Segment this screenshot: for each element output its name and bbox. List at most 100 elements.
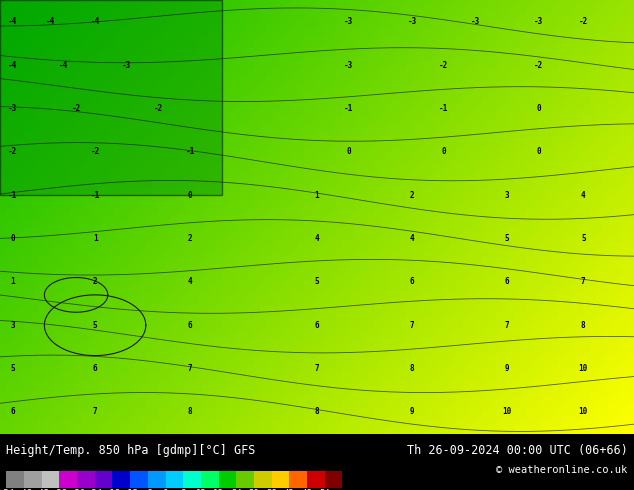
Text: -2: -2 [154, 104, 163, 113]
Bar [94, 471, 112, 489]
Text: -12: -12 [122, 489, 138, 490]
Text: 3: 3 [10, 321, 15, 330]
Bar [254, 471, 271, 489]
Text: 18: 18 [213, 489, 224, 490]
Text: -3: -3 [8, 104, 17, 113]
Bar [112, 471, 130, 489]
Text: -3: -3 [344, 17, 353, 26]
Text: 6: 6 [10, 408, 15, 416]
Text: 48: 48 [302, 489, 313, 490]
Text: 3: 3 [505, 191, 510, 199]
Text: -3: -3 [408, 17, 417, 26]
Bar [271, 471, 289, 489]
Text: -38: -38 [51, 489, 67, 490]
Text: 8: 8 [181, 489, 186, 490]
Text: 1: 1 [93, 234, 98, 243]
Bar [236, 471, 254, 489]
Text: -3: -3 [122, 61, 131, 70]
Text: -1: -1 [439, 104, 448, 113]
Bar [289, 471, 307, 489]
Text: 42: 42 [284, 489, 295, 490]
Text: Height/Temp. 850 hPa [gdmp][°C] GFS: Height/Temp. 850 hPa [gdmp][°C] GFS [6, 444, 256, 457]
Text: 0: 0 [346, 147, 351, 156]
Text: 1: 1 [10, 277, 15, 286]
Text: 10: 10 [579, 408, 588, 416]
Text: -2: -2 [439, 61, 448, 70]
Text: -2: -2 [579, 17, 588, 26]
Text: 7: 7 [410, 321, 415, 330]
Text: 4: 4 [581, 191, 586, 199]
Text: 5: 5 [581, 234, 586, 243]
Text: 12: 12 [195, 489, 206, 490]
Text: 9: 9 [410, 408, 415, 416]
Text: -42: -42 [34, 489, 50, 490]
Text: -4: -4 [8, 17, 17, 26]
Text: -3: -3 [344, 61, 353, 70]
Text: 7: 7 [581, 277, 586, 286]
Bar [183, 471, 201, 489]
Text: 0: 0 [441, 147, 446, 156]
Text: -1: -1 [344, 104, 353, 113]
Text: -8: -8 [143, 489, 153, 490]
Bar [148, 471, 165, 489]
Text: -54: -54 [0, 489, 15, 490]
Text: 5: 5 [93, 321, 98, 330]
Text: 5: 5 [10, 364, 15, 373]
Text: -1: -1 [8, 191, 17, 199]
Text: 0: 0 [536, 147, 541, 156]
Text: 5: 5 [314, 277, 320, 286]
Text: 2: 2 [188, 234, 193, 243]
Text: 2: 2 [410, 191, 415, 199]
Text: 2: 2 [93, 277, 98, 286]
Text: -48: -48 [16, 489, 32, 490]
Text: 0: 0 [536, 104, 541, 113]
Text: 7: 7 [93, 408, 98, 416]
Bar [6, 471, 24, 489]
Text: 54: 54 [320, 489, 330, 490]
Text: 0: 0 [10, 234, 15, 243]
Text: 4: 4 [314, 234, 320, 243]
Text: 4: 4 [188, 277, 193, 286]
Text: -2: -2 [72, 104, 81, 113]
Text: 24: 24 [231, 489, 242, 490]
Text: 1: 1 [314, 191, 320, 199]
Text: 8: 8 [314, 408, 320, 416]
Text: 6: 6 [505, 277, 510, 286]
Text: Th 26-09-2024 00:00 UTC (06+66): Th 26-09-2024 00:00 UTC (06+66) [407, 444, 628, 457]
Text: 8: 8 [581, 321, 586, 330]
Text: -3: -3 [471, 17, 480, 26]
Bar [165, 471, 183, 489]
Bar [130, 471, 148, 489]
Bar [307, 471, 325, 489]
Text: -4: -4 [91, 17, 100, 26]
Text: -18: -18 [105, 489, 120, 490]
Bar [60, 471, 77, 489]
Bar [325, 471, 342, 489]
Text: 0: 0 [188, 191, 193, 199]
Text: -30: -30 [69, 489, 85, 490]
Text: 38: 38 [266, 489, 277, 490]
Text: 6: 6 [188, 321, 193, 330]
Text: -3: -3 [534, 17, 543, 26]
Text: 8: 8 [410, 364, 415, 373]
Bar [219, 471, 236, 489]
Text: -4: -4 [8, 61, 17, 70]
Text: 6: 6 [410, 277, 415, 286]
Bar [24, 471, 42, 489]
Text: 10: 10 [579, 364, 588, 373]
Bar [201, 471, 219, 489]
Text: 9: 9 [505, 364, 510, 373]
Text: 4: 4 [410, 234, 415, 243]
Text: -2: -2 [8, 147, 17, 156]
Bar [42, 471, 60, 489]
Text: 6: 6 [93, 364, 98, 373]
Text: 7: 7 [505, 321, 510, 330]
Text: 10: 10 [503, 408, 512, 416]
Text: -1: -1 [91, 191, 100, 199]
Text: © weatheronline.co.uk: © weatheronline.co.uk [496, 465, 628, 475]
Text: 0: 0 [163, 489, 168, 490]
Bar [77, 471, 94, 489]
Text: 5: 5 [505, 234, 510, 243]
Text: 6: 6 [314, 321, 320, 330]
Text: -4: -4 [59, 61, 68, 70]
